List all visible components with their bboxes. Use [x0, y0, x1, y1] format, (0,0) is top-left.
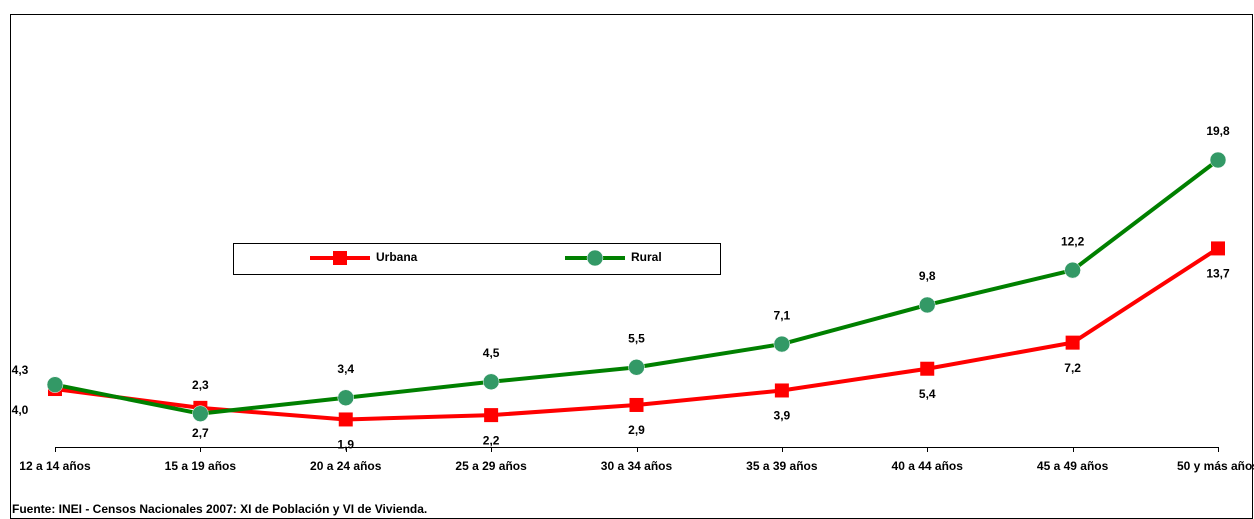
marker	[192, 405, 209, 422]
data-label: 2,7	[192, 426, 209, 440]
data-label: 4,5	[483, 346, 500, 360]
data-label: 7,2	[1064, 361, 1081, 375]
x-tick-label: 25 a 29 años	[455, 459, 527, 473]
marker	[920, 361, 935, 376]
x-tick-label: 40 a 44 años	[892, 459, 964, 473]
x-tick-label: 30 a 34 años	[601, 459, 673, 473]
data-label: 12,2	[1061, 234, 1085, 248]
marker	[1211, 241, 1225, 256]
data-label: 19,8	[1206, 124, 1230, 138]
marker	[586, 249, 604, 267]
data-label: 13,7	[1206, 267, 1230, 281]
marker	[774, 383, 789, 398]
legend-label: Urbana	[376, 250, 418, 264]
marker	[1065, 335, 1080, 350]
x-tick-label: 12 a 14 años	[19, 459, 91, 473]
marker	[337, 389, 354, 406]
data-label: 4,0	[12, 403, 29, 417]
marker	[333, 251, 347, 265]
marker	[46, 376, 64, 393]
data-label: 7,1	[774, 308, 791, 322]
x-tick-label: 20 a 24 años	[310, 459, 382, 473]
x-tick-label: 15 a 19 años	[165, 459, 237, 473]
marker	[1209, 151, 1227, 169]
data-label: 3,9	[774, 409, 791, 423]
marker	[338, 412, 353, 427]
data-label: 2,3	[192, 378, 209, 392]
x-tick-label: 50 y más años	[1177, 459, 1254, 473]
x-tick-label: 45 a 49 años	[1037, 459, 1109, 473]
data-label: 9,8	[919, 269, 936, 283]
data-label: 1,9	[337, 438, 354, 452]
marker	[628, 359, 645, 376]
marker	[1064, 261, 1081, 279]
data-label: 5,5	[628, 331, 645, 345]
data-label: 2,2	[483, 433, 500, 447]
marker	[482, 373, 500, 391]
marker	[919, 296, 936, 314]
data-label: 3,4	[337, 362, 354, 376]
data-label: 5,4	[919, 387, 936, 401]
data-label: 4,3	[12, 363, 29, 377]
marker	[629, 397, 644, 412]
data-label: 2,9	[628, 423, 645, 437]
source-note: Fuente: INEI - Censos Nacionales 2007: X…	[12, 502, 427, 516]
marker	[484, 408, 499, 423]
legend-label: Rural	[631, 250, 662, 264]
x-tick-label: 35 a 39 años	[746, 459, 818, 473]
marker	[773, 335, 791, 353]
